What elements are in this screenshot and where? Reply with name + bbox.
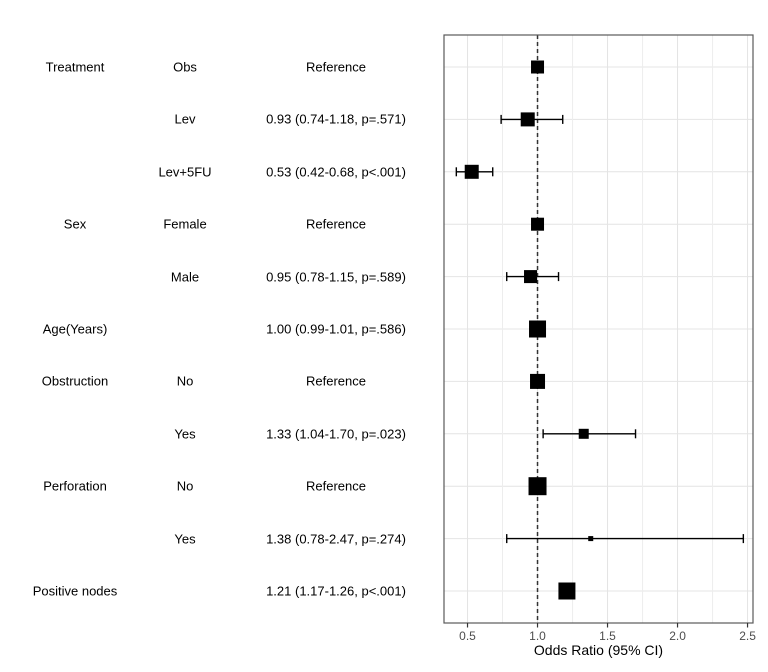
x-tick-label: 1.5 (599, 629, 616, 643)
estimate-label: Reference (306, 59, 366, 75)
or-marker (531, 60, 545, 74)
or-marker (464, 164, 479, 179)
estimate-label: 1.21 (1.17-1.26, p<.001) (266, 583, 406, 599)
level-label: Lev+5FU (158, 164, 212, 180)
estimate-label: Reference (306, 373, 366, 389)
x-tick-label: 1.0 (529, 629, 546, 643)
level-label: Obs (173, 59, 197, 75)
or-marker (578, 428, 589, 439)
estimate-label: Reference (306, 478, 366, 494)
estimate-label: 1.33 (1.04-1.70, p=.023) (266, 426, 406, 442)
panel-border (443, 34, 754, 624)
x-tick-label: 2.5 (739, 629, 756, 643)
estimate-label: 0.93 (0.74-1.18, p=.571) (266, 111, 406, 127)
or-marker (528, 477, 547, 496)
or-marker (530, 373, 546, 389)
variable-label: Treatment (45, 59, 105, 75)
or-marker (588, 536, 594, 542)
level-label: Yes (174, 531, 196, 547)
level-label: Male (170, 269, 200, 285)
estimate-label: Reference (306, 216, 366, 232)
level-label: Female (163, 216, 207, 232)
estimate-label: 0.95 (0.78-1.15, p=.589) (266, 269, 406, 285)
variable-label: Sex (63, 216, 87, 232)
variable-label: Positive nodes (32, 583, 118, 599)
variable-label: Obstruction (41, 373, 109, 389)
or-marker (558, 582, 576, 600)
or-marker (524, 270, 538, 284)
variable-label: Age(Years) (42, 321, 108, 337)
variable-label: Perforation (43, 478, 107, 494)
level-label: No (176, 373, 194, 389)
or-marker (529, 320, 547, 338)
level-label: No (176, 478, 194, 494)
estimate-label: 1.00 (0.99-1.01, p=.586) (266, 321, 406, 337)
or-marker (531, 217, 545, 231)
estimate-label: 1.38 (0.78-2.47, p=.274) (266, 531, 406, 547)
x-tick-label: 0.5 (459, 629, 476, 643)
level-label: Lev (174, 111, 196, 127)
estimate-label: 0.53 (0.42-0.68, p<.001) (266, 164, 406, 180)
x-axis-title: Odds Ratio (95% CI) (533, 642, 664, 658)
or-marker (520, 112, 535, 127)
x-tick-label: 2.0 (669, 629, 686, 643)
level-label: Yes (174, 426, 196, 442)
